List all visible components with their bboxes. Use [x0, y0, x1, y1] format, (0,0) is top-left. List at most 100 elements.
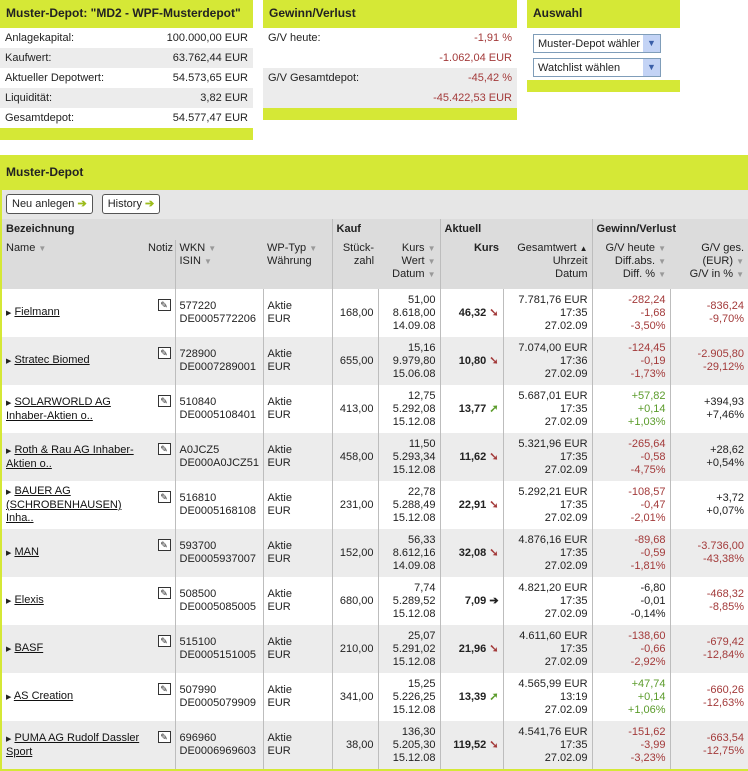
akurs-cell: 32,08 ➘ [439, 529, 504, 577]
stock-link[interactable]: MAN [14, 546, 39, 558]
edit-note-icon[interactable]: ✎ [157, 395, 171, 407]
gvges-cell: +28,62 +0,54% [669, 433, 748, 481]
wkn-cell: 516810 DE0005168108 [174, 481, 263, 529]
edit-note-icon[interactable]: ✎ [157, 683, 171, 695]
wkn-cell: 508500 DE0005085005 [174, 577, 263, 625]
col-name[interactable]: Name ▼ [2, 240, 144, 289]
summary-value: 54.573,65 EUR [172, 72, 248, 84]
gvges-cell: -679,42 -12,84% [669, 625, 748, 673]
expand-icon[interactable]: ▶ [6, 646, 12, 653]
stock-link[interactable]: Fielmann [14, 306, 60, 318]
depot-panel: Muster-Depot Neu anlegen ➔ History ➔ Bez… [0, 155, 748, 771]
edit-note-icon[interactable]: ✎ [157, 347, 171, 359]
gvheute-cell: -282,24 -1,68 -3,50% [591, 289, 671, 337]
edit-note-icon[interactable]: ✎ [157, 587, 171, 599]
stock-link[interactable]: SOLARWORLD AG Inhaber-Aktien o.. [6, 395, 111, 422]
table-row: ▶ Roth & Rau AG Inhaber-Aktien o.. ✎ A0J… [2, 433, 748, 481]
kauf-cell: 56,33 8.612,16 14.09.08 [377, 529, 441, 577]
stock-link[interactable]: BASF [14, 642, 44, 654]
gv-title: Gewinn/Verlust [269, 6, 356, 20]
table-row: ▶ AS Creation ✎ 507990 DE0005079909 Aktie… [2, 673, 748, 721]
stueck-cell: 680,00 [331, 577, 379, 625]
trend-up-icon: ➚ [489, 690, 499, 703]
trend-flat-icon: ➔ [489, 594, 499, 607]
akurs-cell: 13,77 ➚ [439, 385, 504, 433]
expand-icon[interactable]: ▶ [6, 598, 12, 605]
akurs-cell: 11,62 ➘ [439, 433, 504, 481]
akurs-cell: 46,32 ➘ [439, 289, 504, 337]
name-cell: ▶ BASF [2, 625, 144, 673]
expand-icon[interactable]: ▶ [6, 447, 12, 455]
summary-value: 100.000,00 EUR [166, 32, 248, 44]
expand-icon[interactable]: ▶ [6, 694, 12, 701]
akurs-cell: 22,91 ➘ [439, 481, 504, 529]
summary-title: Muster-Depot: "MD2 - WPF-Musterdepot" [6, 6, 241, 20]
expand-icon[interactable]: ▶ [6, 310, 12, 317]
gvges-cell: +394,93 +7,46% [669, 385, 748, 433]
expand-icon[interactable]: ▶ [6, 550, 12, 557]
auswahl-title: Auswahl [533, 6, 583, 20]
summary-row: Liquidität: 3,82 EUR [0, 88, 253, 108]
col-typ[interactable]: WP-Typ ▼ Währung [263, 240, 333, 289]
wkn-cell: 507990 DE0005079909 [174, 673, 263, 721]
stock-link[interactable]: BAUER AG (SCHROBENHAUSEN) Inha.. [6, 485, 122, 524]
col-wkn[interactable]: WKN ▼ ISIN ▼ [174, 240, 263, 289]
col-gvges[interactable]: G/V ges. (EUR) ▼ G/V in % ▼ [670, 240, 748, 289]
summary-label: Liquidität: [5, 92, 53, 104]
edit-note-icon[interactable]: ✎ [157, 443, 171, 455]
history-button[interactable]: History ➔ [101, 194, 161, 214]
col-kauf[interactable]: Kurs ▼ Wert ▼ Datum ▼ [378, 240, 441, 289]
table-row: ▶ PUMA AG Rudolf Dassler Sport ✎ 696960 D… [2, 721, 748, 769]
akurs-cell: 10,80 ➘ [439, 337, 504, 385]
new-button[interactable]: Neu anlegen ➔ [6, 194, 93, 214]
typ-cell: Aktie EUR [262, 289, 333, 337]
gvheute-cell: -108,57 -0,47 -2,01% [591, 481, 671, 529]
wkn-cell: 696960 DE0006969603 [174, 721, 263, 769]
stock-link[interactable]: Elexis [14, 594, 44, 606]
edit-note-icon[interactable]: ✎ [157, 299, 171, 311]
trend-down-icon: ➘ [489, 642, 499, 655]
toolbar: Neu anlegen ➔ History ➔ [2, 190, 748, 219]
gv-box: Gewinn/Verlust G/V heute: -1,91 % -1.062,… [263, 0, 517, 120]
gvges-cell: -660,26 -12,63% [669, 673, 748, 721]
expand-icon[interactable]: ▶ [6, 399, 12, 407]
summary-label: Gesamtdepot: [5, 112, 75, 124]
stock-link[interactable]: Stratec Biomed [14, 354, 90, 366]
expand-icon[interactable]: ▶ [6, 358, 12, 365]
summary-label: Kaufwert: [5, 52, 52, 64]
depot-table: Bezeichnung Kauf Aktuell Gewinn/Verlust … [2, 219, 748, 769]
edit-note-icon[interactable]: ✎ [157, 539, 171, 551]
edit-note-icon[interactable]: ✎ [157, 731, 171, 743]
col-gesamtwert[interactable]: Gesamtwert ▲ Uhrzeit Datum [503, 240, 593, 289]
typ-cell: Aktie EUR [262, 673, 333, 721]
watchlist-select[interactable]: Watchlist wählen ▼ [533, 58, 661, 77]
edit-note-icon[interactable]: ✎ [157, 635, 171, 647]
typ-cell: Aktie EUR [262, 721, 333, 769]
stueck-cell: 655,00 [331, 337, 379, 385]
depot-select[interactable]: Muster-Depot wähler ▼ [533, 34, 661, 53]
stueck-cell: 231,00 [331, 481, 379, 529]
typ-cell: Aktie EUR [262, 529, 333, 577]
akurs-cell: 13,39 ➚ [439, 673, 504, 721]
gesamtwert-cell: 4.821,20 EUR 17:35 27.02.09 [502, 577, 593, 625]
gvges-cell: -836,24 -9,70% [669, 289, 748, 337]
expand-icon[interactable]: ▶ [6, 489, 12, 496]
edit-note-icon[interactable]: ✎ [157, 491, 171, 503]
stock-link[interactable]: PUMA AG Rudolf Dassler Sport [6, 731, 140, 758]
col-gvheute[interactable]: G/V heute ▼ Diff.abs. ▼ Diff. % ▼ [591, 240, 671, 289]
stueck-cell: 168,00 [331, 289, 379, 337]
summary-row: Gesamtdepot: 54.577,47 EUR [0, 108, 253, 128]
gvheute-cell: -89,68 -0,59 -1,81% [591, 529, 671, 577]
kauf-cell: 136,30 5.205,30 15.12.08 [377, 721, 441, 769]
wkn-cell: 593700 DE0005937007 [174, 529, 263, 577]
stock-link[interactable]: Roth & Rau AG Inhaber-Aktien o.. [6, 443, 134, 470]
stueck-cell: 210,00 [331, 625, 379, 673]
kauf-cell: 12,75 5.292,08 15.12.08 [377, 385, 441, 433]
notiz-cell: ✎ [144, 337, 175, 385]
wkn-cell: 577220 DE0005772206 [174, 289, 263, 337]
expand-icon[interactable]: ▶ [6, 735, 12, 743]
table-row: ▶ BASF ✎ 515100 DE0005151005 Aktie EUR 210… [2, 625, 748, 673]
stock-link[interactable]: AS Creation [13, 690, 74, 702]
table-row: ▶ SOLARWORLD AG Inhaber-Aktien o.. ✎ 510… [2, 385, 748, 433]
group-kauf: Kauf [331, 219, 441, 240]
